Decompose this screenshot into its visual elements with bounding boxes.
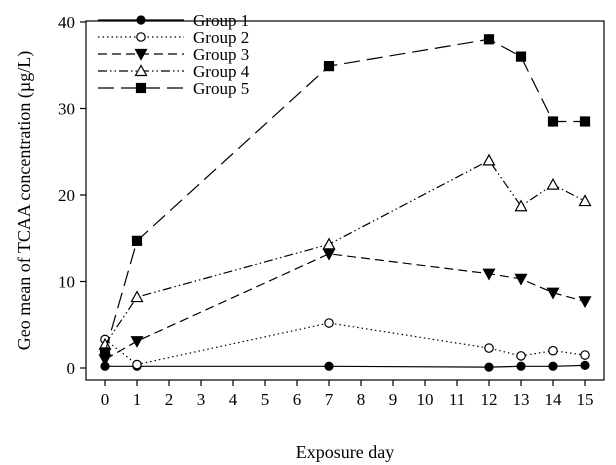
x-tick-label: 15: [577, 390, 594, 409]
x-tick-label: 2: [165, 390, 174, 409]
data-point: [482, 153, 496, 166]
x-tick-label: 11: [449, 390, 465, 409]
data-point: [323, 61, 335, 72]
data-point: [514, 273, 528, 286]
series-line: [105, 364, 586, 368]
data-point: [578, 194, 592, 207]
x-tick-label: 13: [513, 390, 530, 409]
data-point: [324, 318, 334, 328]
legend-item: Group 4: [98, 62, 250, 81]
x-tick-label: 12: [481, 390, 498, 409]
legend-label: Group 2: [193, 28, 249, 47]
y-tick-label: 10: [58, 273, 75, 292]
legend-label: Group 1: [193, 11, 249, 30]
data-point: [130, 290, 144, 303]
x-tick-label: 9: [389, 390, 398, 409]
legend-marker: [135, 82, 147, 94]
data-point: [322, 237, 336, 250]
data-point: [99, 347, 111, 358]
plot-frame: [85, 20, 605, 381]
x-tick-label: 6: [293, 390, 302, 409]
x-axis-label: Exposure day: [296, 442, 394, 462]
legend-marker: [136, 32, 146, 42]
data-point: [130, 336, 144, 348]
legend-marker: [134, 48, 148, 61]
series-line: [104, 38, 585, 353]
y-tick-label: 40: [58, 13, 75, 32]
data-point: [483, 34, 495, 45]
x-tick-label: 8: [357, 390, 366, 409]
legend-label: Group 5: [193, 79, 249, 98]
legend-marker: [134, 64, 148, 77]
data-point: [547, 116, 559, 127]
data-point: [580, 350, 590, 360]
legend-marker: [136, 15, 146, 25]
data-point: [322, 248, 336, 261]
x-tick-label: 0: [101, 390, 110, 409]
data-point: [546, 177, 560, 190]
data-point: [516, 361, 526, 371]
data-point: [484, 343, 494, 353]
data-point: [131, 235, 143, 246]
x-tick-label: 7: [325, 390, 334, 409]
x-tick-label: 4: [229, 390, 238, 409]
series-line: [104, 322, 586, 366]
x-tick-label: 10: [417, 390, 434, 409]
data-point: [578, 296, 592, 309]
y-axis-label: Geo mean of TCAA concentration (µg/L): [14, 51, 35, 350]
series-5: [99, 34, 591, 358]
series-line: [104, 159, 586, 345]
y-tick-label: 30: [58, 100, 75, 119]
x-tick-label: 3: [197, 390, 206, 409]
data-point: [548, 361, 558, 371]
data-point: [580, 360, 590, 371]
x-tick-label: 1: [133, 390, 142, 409]
legend-item: Group 5: [98, 79, 249, 98]
data-point: [516, 351, 526, 361]
data-point: [324, 361, 334, 371]
y-tick-label: 20: [58, 186, 75, 205]
series-4: [98, 153, 592, 350]
legend-label: Group 4: [193, 62, 250, 81]
data-point: [132, 359, 142, 370]
data-point: [546, 287, 560, 300]
data-point: [548, 345, 558, 356]
series-layer: [98, 34, 592, 372]
data-point: [579, 116, 591, 127]
x-tick-label: 5: [261, 390, 270, 409]
data-point: [515, 51, 527, 62]
legend-item: Group 2: [98, 28, 249, 47]
data-point: [514, 199, 528, 212]
y-tick-label: 0: [67, 359, 76, 378]
series-line: [104, 253, 586, 360]
series-3: [98, 248, 592, 367]
series-1: [100, 360, 590, 372]
data-point: [484, 362, 494, 372]
legend-label: Group 3: [193, 45, 249, 64]
data-point: [482, 268, 496, 281]
legend-item: Group 1: [98, 11, 249, 30]
x-tick-label: 14: [545, 390, 563, 409]
legend-item: Group 3: [98, 45, 249, 64]
series-2: [100, 318, 590, 370]
